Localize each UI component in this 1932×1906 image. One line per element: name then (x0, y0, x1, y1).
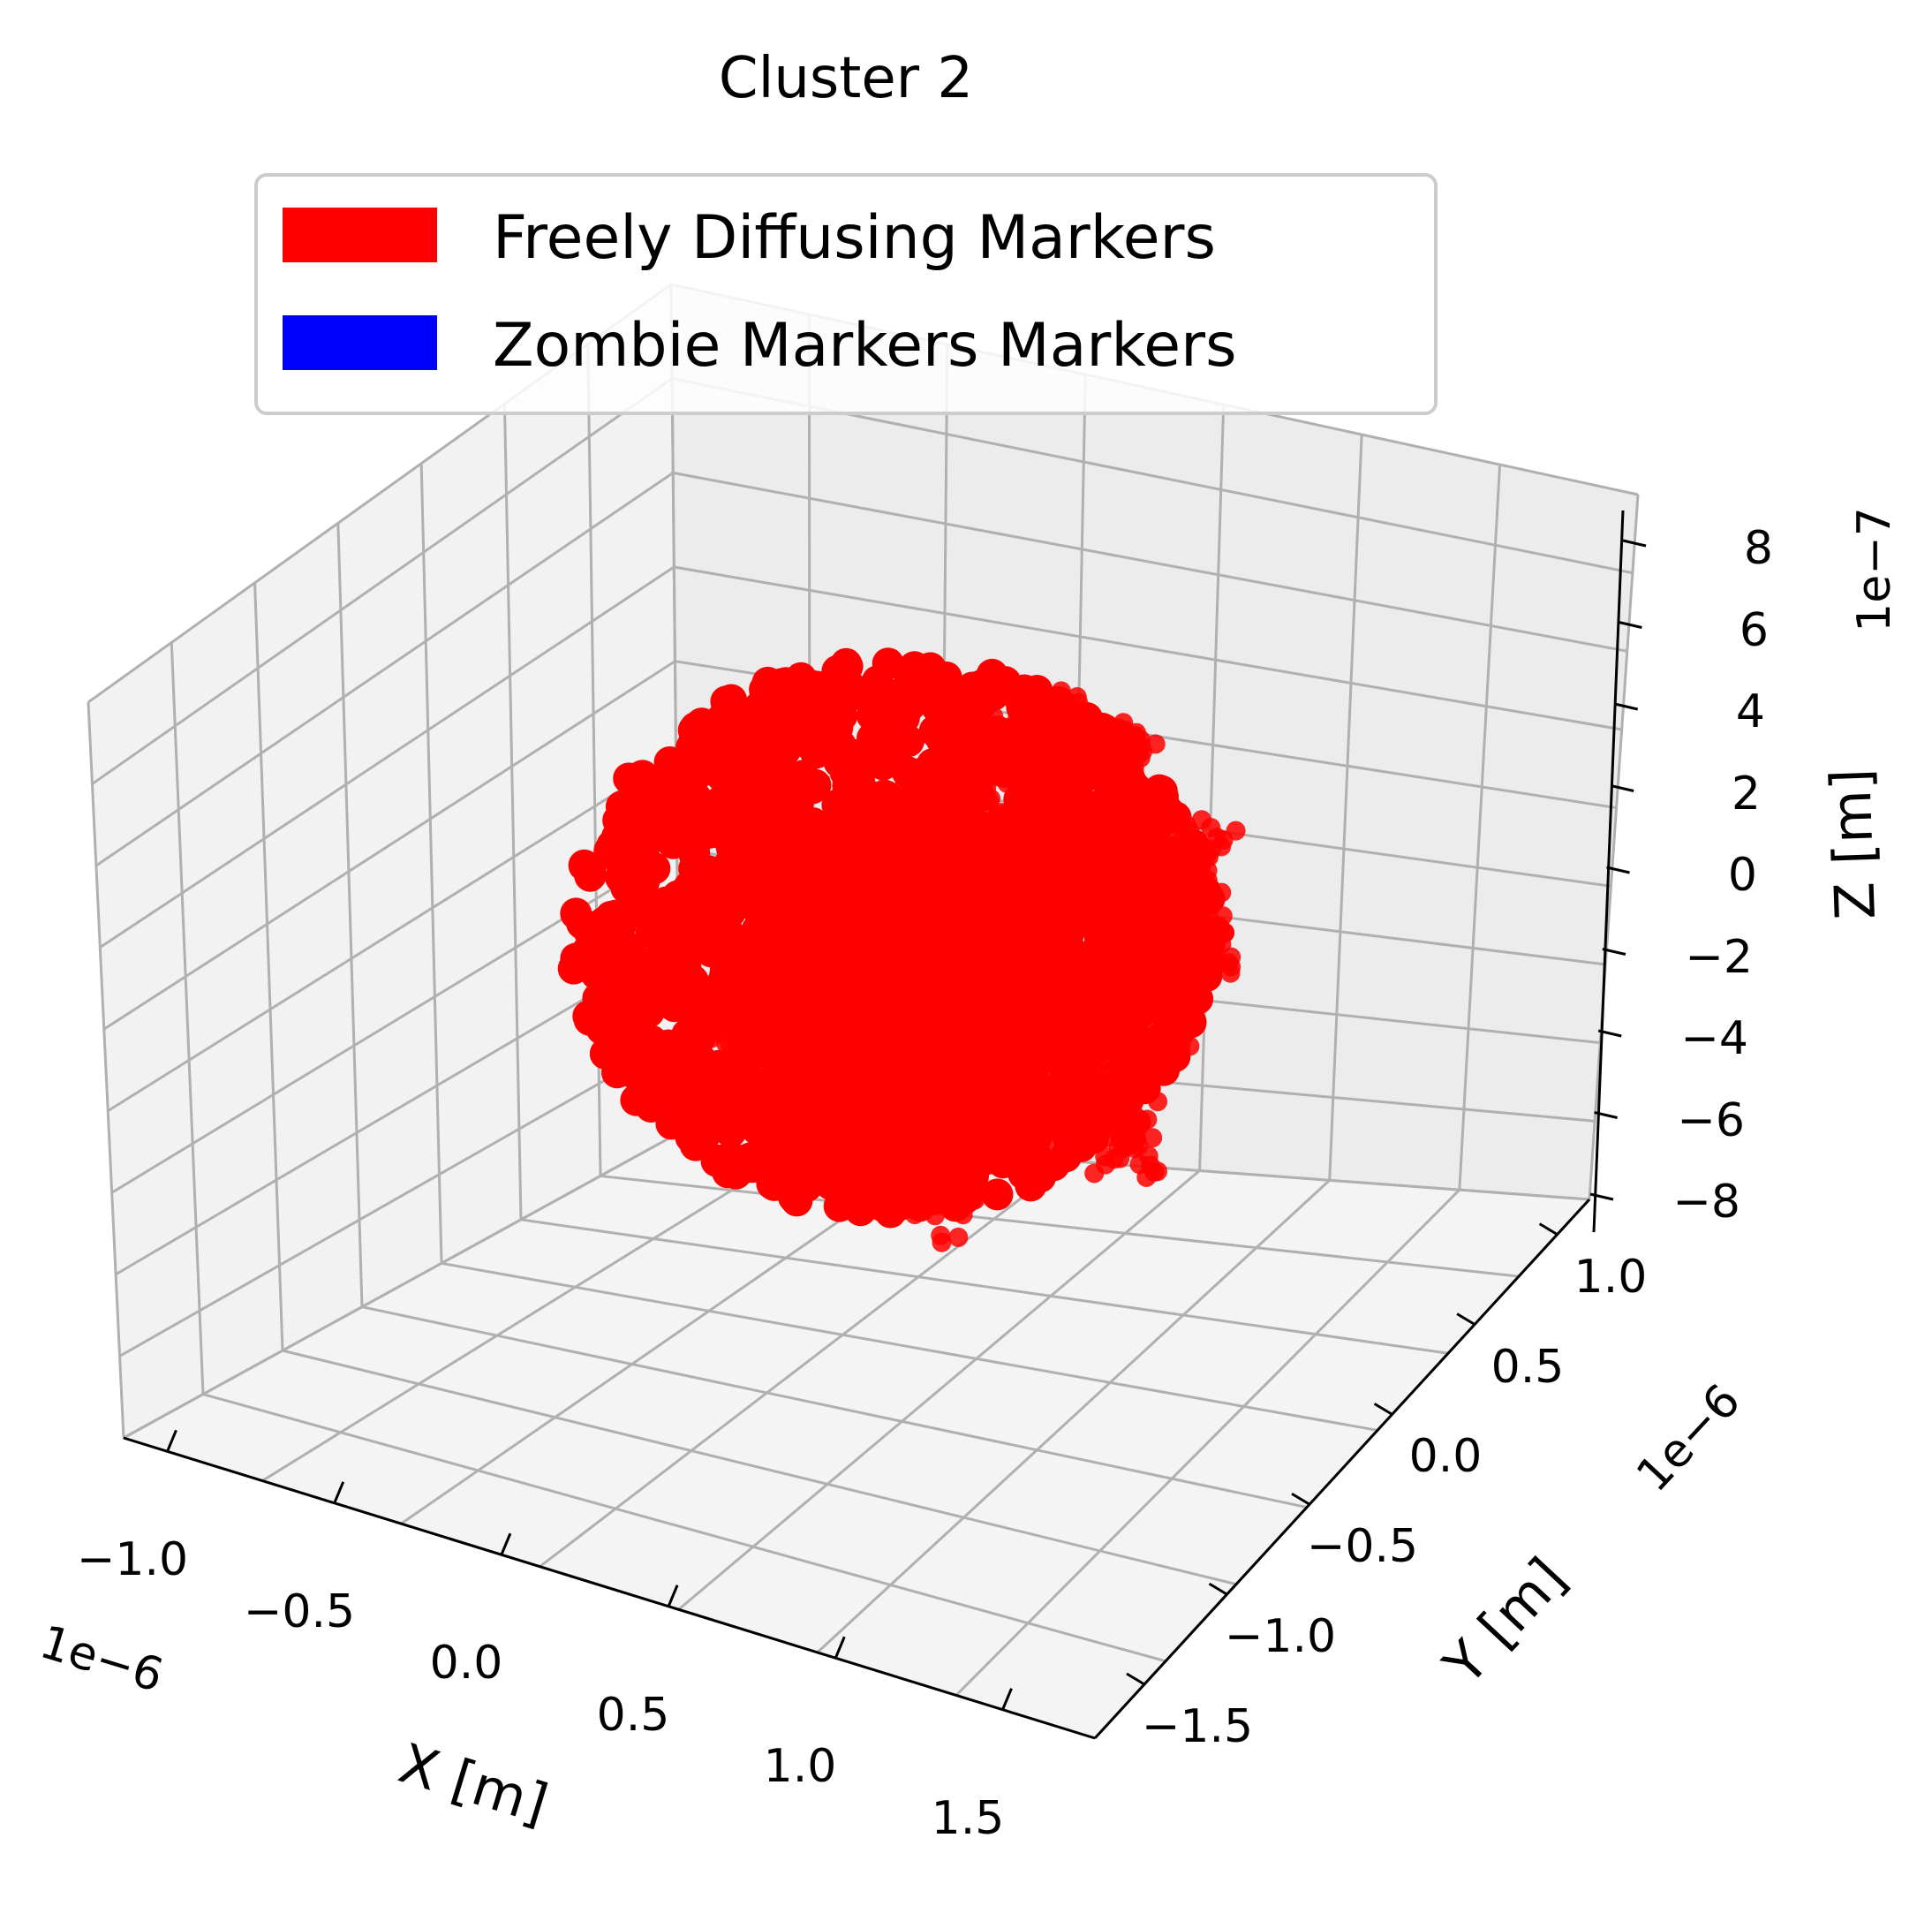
scatter-point (1143, 1128, 1163, 1148)
back-left-pane (88, 284, 680, 1438)
scatter-point (719, 721, 751, 753)
scatter-point (1113, 713, 1134, 733)
scatter-point (822, 1033, 855, 1066)
scatter-point (948, 1227, 969, 1247)
z-gridline-22 (99, 565, 1622, 949)
scatter-point (1091, 1060, 1112, 1080)
scatter-point (1201, 818, 1221, 837)
scatter-point (981, 789, 1001, 809)
scatter-point (1138, 1146, 1158, 1166)
scatter-series-freely-diffusing (557, 647, 1246, 1252)
z-gridline-23 (95, 471, 1628, 867)
floor-pane (124, 1132, 1589, 1738)
z-gridline-21 (102, 660, 1617, 1031)
scatter-point (1219, 953, 1239, 973)
scatter-point (1226, 821, 1246, 841)
scatter-point (981, 1178, 1014, 1211)
scatter-point (932, 1232, 952, 1252)
